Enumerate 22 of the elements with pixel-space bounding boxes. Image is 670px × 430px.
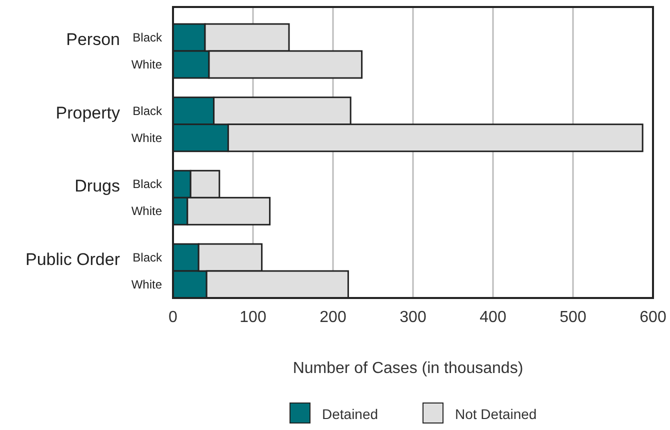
y-tick-label: Black — [132, 177, 163, 192]
y-tick-label: White — [131, 278, 162, 292]
legend-label: Not Detained — [455, 406, 537, 422]
x-tick-label: 400 — [480, 309, 506, 326]
text: Property — [56, 103, 120, 122]
x-tick-label: 200 — [320, 309, 346, 326]
y-tick-label: Black — [132, 104, 163, 118]
y-tick-label: White — [131, 204, 162, 218]
text: Public Order — [26, 250, 120, 269]
text: Drugs — [74, 176, 120, 196]
x-axis-title: Number of Cases (in thousands) — [292, 360, 524, 377]
y-tick-label: Black — [132, 250, 163, 264]
x-tick-label: 100 — [240, 309, 266, 326]
y-tick-label: White — [131, 58, 162, 72]
text: Person — [66, 30, 120, 49]
x-tick-label: 300 — [400, 309, 426, 326]
legend-label: Detained — [322, 406, 378, 422]
x-tick-label: 600 — [640, 309, 666, 326]
x-tick-label: 0 — [168, 309, 178, 326]
x-tick-label: 500 — [560, 309, 586, 326]
y-tick-label: White — [131, 130, 162, 145]
y-tick-label: Black — [132, 30, 163, 44]
